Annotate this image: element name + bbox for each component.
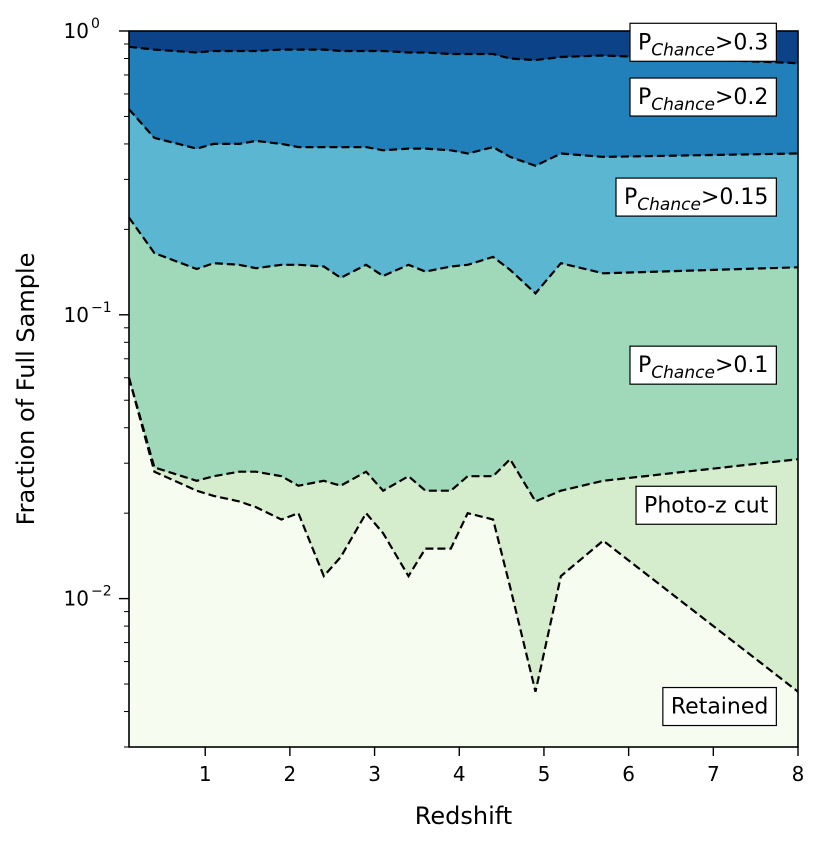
label-box: [629, 77, 777, 117]
region-label-pchance-0-1: PChance>0.1: [629, 345, 777, 385]
region-label-retained: Retained: [662, 686, 777, 727]
x-tick-label-7: 7: [707, 762, 720, 786]
y-tick-exponent-0.1: −1: [91, 300, 112, 316]
y-tick-label-0.01: 10: [64, 587, 89, 611]
boundary-pchance-0-15: [128, 108, 799, 167]
x-tick-label-1: 1: [199, 762, 212, 786]
region-label-pchance-0-2: PChance>0.2: [629, 77, 777, 117]
region-label-text: PChance>0.1: [638, 353, 768, 383]
label-box: [629, 345, 777, 385]
area-layers: [128, 30, 799, 748]
label-box: [629, 22, 777, 62]
x-tick-label-6: 6: [622, 762, 635, 786]
region-label-pchance-0-3: PChance>0.3: [629, 22, 777, 62]
boundary-pchance-0-2: [128, 45, 799, 65]
x-tick-label-5: 5: [538, 762, 551, 786]
boundary-retained: [127, 377, 799, 693]
region-label-text: Retained: [671, 695, 769, 720]
boundary-photo-z-cut: [127, 377, 799, 503]
x-tick-label-8: 8: [792, 762, 805, 786]
label-box: [635, 485, 777, 525]
region-label-text: PChance>0.2: [638, 85, 768, 115]
boundary-pchance-0-1: [128, 216, 799, 295]
region-label-pchance-0-15: PChance>0.15: [615, 177, 777, 217]
y-tick-label-1: 10: [64, 19, 89, 43]
region-label-text: PChance>0.15: [624, 185, 768, 215]
boundary-lines: [127, 45, 799, 693]
y-tick-exponent-0.01: −2: [91, 584, 112, 600]
y-axis-title: Fraction of Full Sample: [12, 253, 40, 526]
plot-frame: [128, 30, 799, 748]
region-label-text: PChance>0.3: [638, 30, 768, 60]
y-tick-label-0.1: 10: [64, 303, 89, 327]
y-tick-exponent-1: 0: [91, 16, 100, 32]
x-tick-label-4: 4: [453, 762, 466, 786]
label-box: [662, 686, 777, 727]
region-label-text: Photo-z cut: [644, 493, 769, 518]
region-labels: PChance>0.3 PChance>0.2 PChance>0.15 PChanc…: [615, 22, 777, 727]
x-tick-label-2: 2: [284, 762, 297, 786]
label-box: [615, 177, 777, 217]
region-label-photo-z-cut: Photo-z cut: [635, 485, 777, 525]
x-tick-label-3: 3: [368, 762, 381, 786]
x-axis-title: Redshift: [415, 802, 512, 830]
